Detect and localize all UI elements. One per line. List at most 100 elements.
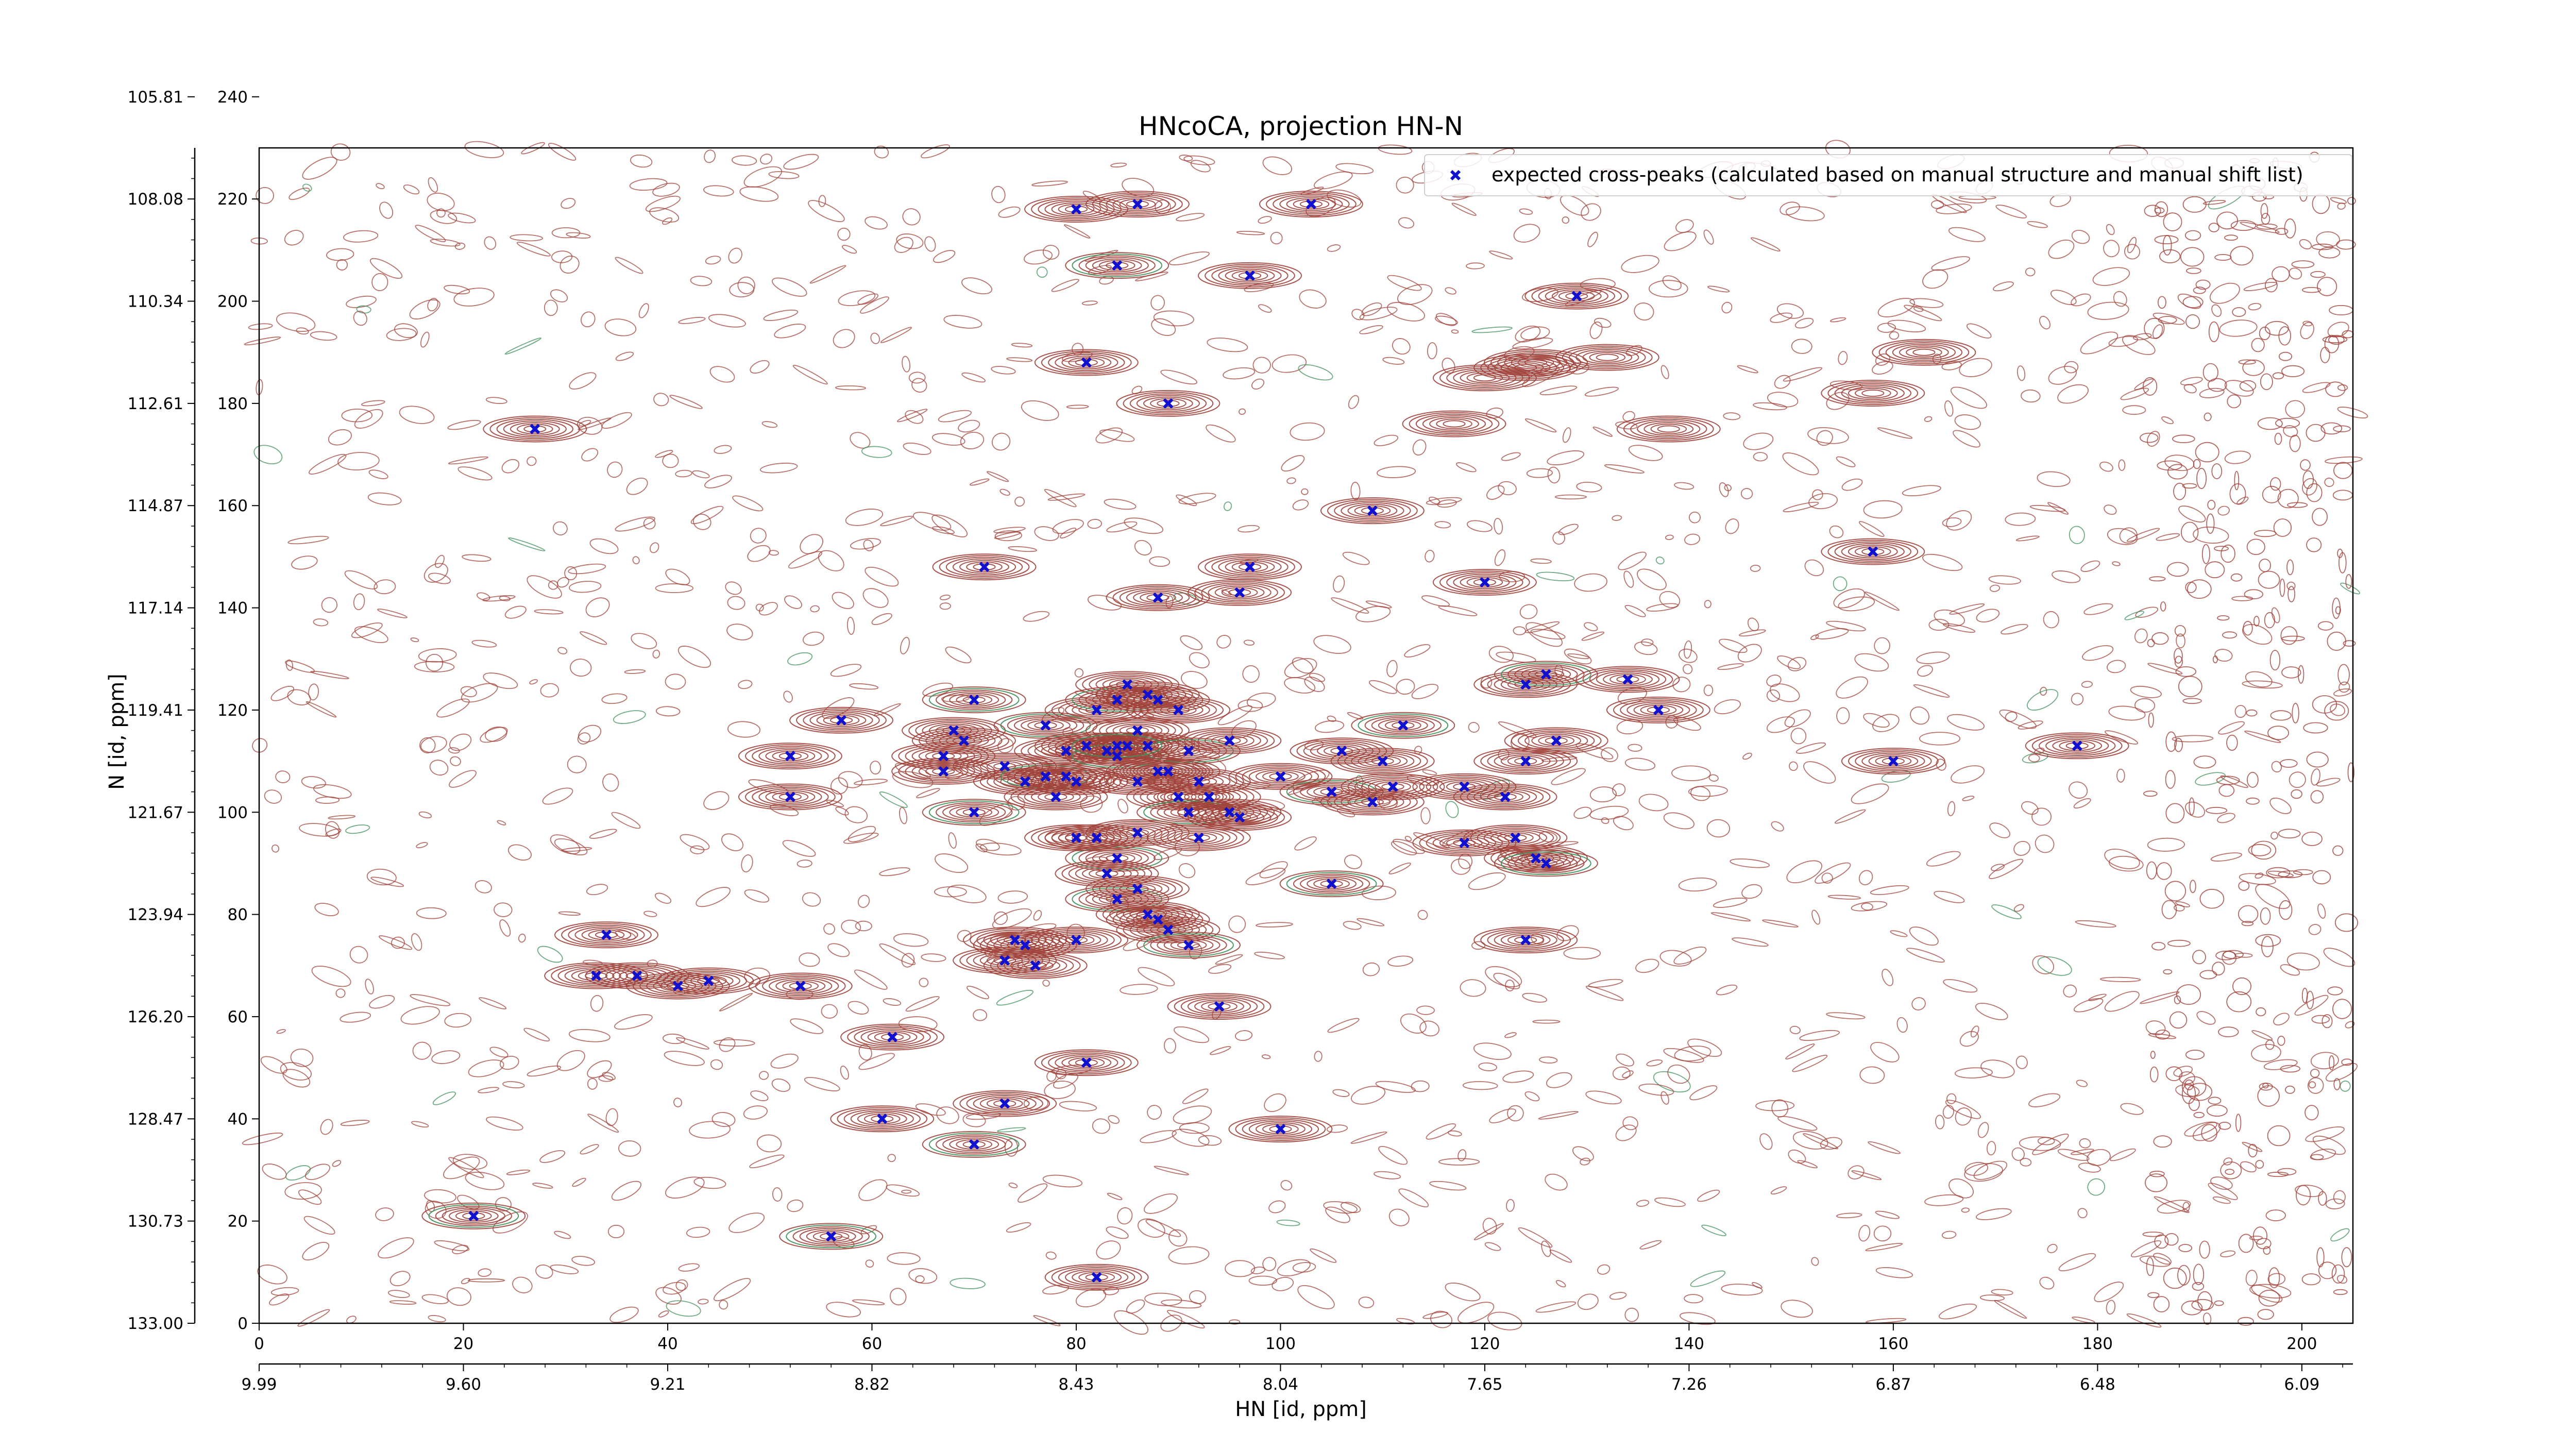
cross-peak-marker (1224, 735, 1235, 746)
noise-contour (569, 372, 597, 390)
noise-contour (788, 551, 822, 569)
noise-contour (1710, 912, 1751, 922)
noise-contour (2087, 301, 2129, 320)
noise-contour (1106, 521, 1138, 533)
noise-contour (2021, 801, 2039, 815)
peak-contour (1341, 502, 1404, 519)
cross-peak-marker (1009, 935, 1021, 946)
cross-peak-marker (1112, 740, 1123, 751)
noise-contour (1455, 462, 1477, 473)
peak-contour (1575, 349, 1639, 366)
peak-contour (1187, 834, 1210, 841)
peak-contour (1044, 829, 1108, 847)
noise-contour (950, 1277, 986, 1289)
peak-contour (1293, 873, 1370, 894)
peak-contour (1303, 740, 1381, 762)
noise-contour (1398, 1188, 1429, 1207)
noise-contour (1947, 714, 1985, 731)
noise-contour (948, 832, 957, 849)
noise-contour (529, 679, 538, 685)
noise-contour (315, 796, 340, 804)
noise-contour (2340, 1080, 2351, 1092)
noise-contour (553, 521, 568, 536)
noise-contour (2189, 880, 2196, 894)
noise-contour (2246, 538, 2265, 555)
noise-contour (2195, 279, 2211, 290)
noise-contour (1168, 1246, 1210, 1265)
noise-contour (449, 733, 472, 751)
noise-contour (1332, 1089, 1350, 1097)
peak-contour (1085, 191, 1190, 218)
peak-contour (1443, 420, 1466, 428)
noise-contour (2013, 904, 2024, 912)
noise-contour (2104, 504, 2117, 515)
peak-contour (1160, 704, 1197, 716)
noise-contour (2032, 955, 2055, 974)
peak-contour (847, 1025, 938, 1049)
noise-contour (771, 1079, 791, 1092)
noise-contour (652, 182, 680, 197)
cross-peak-marker (1081, 357, 1092, 368)
noise-contour (865, 566, 899, 587)
noise-contour (2275, 417, 2300, 429)
x2-tick-label: 9.99 (241, 1375, 277, 1394)
noise-contour (423, 563, 448, 583)
peak-contour (1466, 373, 1503, 383)
peak-contour (1439, 570, 1530, 594)
peak-contour (1065, 1269, 1129, 1286)
peak-contour (1310, 742, 1374, 760)
noise-contour (602, 773, 619, 792)
peak-contour (585, 962, 689, 989)
peak-contour (1861, 389, 1885, 397)
noise-contour (772, 1187, 783, 1202)
noise-contour (947, 884, 987, 903)
noise-contour (2249, 1284, 2292, 1299)
peak-contour (973, 1095, 1037, 1113)
noise-contour (590, 995, 604, 1012)
noise-contour (1365, 600, 1392, 609)
noise-contour (2147, 663, 2183, 675)
noise-contour (902, 208, 921, 226)
noise-contour (1254, 951, 1285, 959)
cross-peak-marker (1193, 776, 1204, 787)
legend[interactable]: expected cross-peaks (calculated based o… (1424, 154, 2352, 196)
noise-contour (1519, 208, 1533, 215)
peak-contour (1392, 721, 1415, 729)
noise-contour (2226, 991, 2252, 1013)
noise-contour (1223, 501, 1232, 511)
noise-contour (540, 683, 560, 698)
noise-contour (2347, 762, 2355, 782)
noise-contour (2214, 649, 2233, 662)
noise-contour (871, 613, 892, 625)
peak-contour (1524, 282, 1629, 310)
noise-contour (802, 892, 821, 907)
peak-contour (1637, 420, 1701, 438)
noise-contour (2193, 526, 2229, 544)
noise-contour (1683, 664, 1693, 675)
noise-contour (1948, 1178, 1974, 1199)
noise-contour (1466, 520, 1493, 532)
peak-contour (1368, 780, 1418, 794)
noise-contour (581, 448, 599, 462)
noise-contour (1615, 421, 1638, 430)
peak-contour (775, 979, 826, 993)
noise-contour (714, 445, 732, 454)
y2-tick-label: 123.94 (128, 906, 183, 924)
noise-contour (1063, 224, 1091, 239)
noise-contour (310, 331, 337, 341)
cross-peak-marker (1153, 766, 1163, 777)
noise-contour (1928, 618, 1950, 631)
noise-contour (611, 812, 641, 829)
noise-contour (1622, 1116, 1638, 1131)
noise-contour (375, 1207, 394, 1221)
noise-contour (2266, 867, 2291, 879)
noise-contour (1789, 1025, 1801, 1034)
noise-contour (2298, 665, 2304, 684)
peak-contour (1106, 824, 1170, 841)
noise-contour (551, 227, 581, 239)
noise-contour (2182, 483, 2197, 489)
noise-contour (1690, 786, 1710, 801)
peak-contour (1307, 877, 1357, 891)
noise-contour (581, 311, 596, 328)
y-tick-label: 80 (228, 906, 248, 924)
